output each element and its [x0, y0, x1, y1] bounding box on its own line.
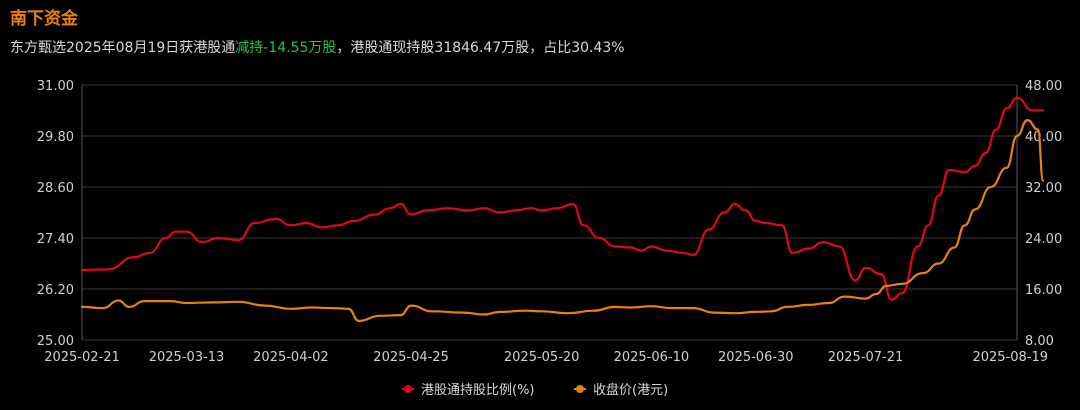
y-left-tick-label: 29.80 — [37, 130, 74, 145]
x-tick-label: 2025-06-10 — [614, 350, 690, 365]
y-right-tick-label: 32.00 — [1025, 181, 1062, 196]
summary-prefix: 东方甄选2025年08月19日获港股通 — [10, 40, 236, 56]
series-line-close-price — [80, 119, 1045, 322]
x-tick-label: 2025-05-20 — [504, 350, 580, 365]
summary-change: 减持-14.55万股 — [235, 40, 337, 56]
x-tick-label: 2025-02-21 — [44, 350, 120, 365]
x-tick-label: 2025-04-02 — [253, 350, 329, 365]
y-left-tick-label: 31.00 — [37, 79, 74, 94]
summary-suffix: ，港股通现持股31846.47万股，占比30.43% — [336, 40, 625, 56]
y-left-tick-label: 25.00 — [37, 334, 74, 349]
series-line-holding-ratio — [80, 96, 1045, 301]
y-right-tick-label: 24.00 — [1025, 232, 1062, 247]
x-tick-label: 2025-04-25 — [373, 350, 449, 365]
y-right-tick-label: 48.00 — [1025, 79, 1062, 94]
x-tick-label: 2025-07-21 — [828, 350, 904, 365]
legend-label: 港股通持股比例(%) — [421, 383, 535, 398]
legend-item-close-price: 收盘价(港元) — [574, 382, 668, 398]
page-title: 南下资金 — [10, 9, 78, 29]
x-tick-label: 2025-03-13 — [149, 350, 225, 365]
y-right-tick-label: 16.00 — [1025, 283, 1062, 298]
grid — [82, 84, 1017, 341]
y-left-tick-label: 26.20 — [37, 283, 74, 298]
y-right-tick-label: 40.00 — [1025, 130, 1062, 145]
holding-summary: 东方甄选2025年08月19日获港股通减持-14.55万股，港股通现持股3184… — [10, 37, 625, 57]
y-left-tick-label: 27.40 — [37, 232, 74, 247]
legend-label: 收盘价(港元) — [593, 382, 668, 398]
x-tick-label: 2025-06-30 — [718, 350, 794, 365]
axes: 31.00 29.80 28.60 27.40 26.20 25.00 48.00 40.00… — [37, 79, 1062, 365]
legend-item-holding-ratio: 港股通持股比例(%) — [402, 383, 535, 398]
y-left-tick-label: 28.60 — [37, 181, 74, 196]
y-right-tick-label: 8.00 — [1025, 334, 1054, 349]
legend-swatch-dot — [404, 385, 412, 393]
series-layer — [80, 96, 1045, 322]
legend-swatch-dot — [576, 385, 584, 393]
x-tick-label: 2025-08-19 — [972, 350, 1048, 365]
legend: 港股通持股比例(%) 收盘价(港元) — [402, 382, 668, 398]
